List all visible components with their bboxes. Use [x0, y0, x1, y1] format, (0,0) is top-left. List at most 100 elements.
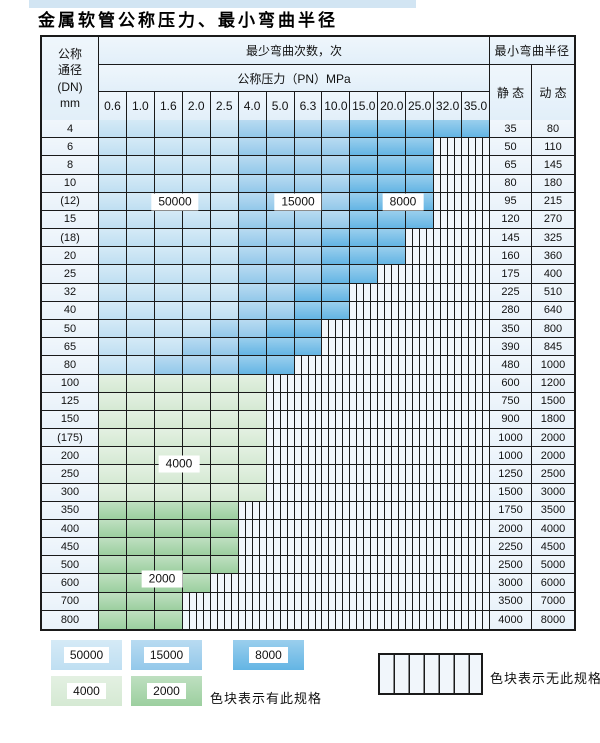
cell-spec — [99, 192, 127, 211]
cell-spec — [210, 265, 239, 284]
cell-no-spec — [350, 519, 379, 539]
legend-no-spec-swatch — [378, 653, 483, 695]
cell-spec — [266, 210, 295, 230]
cell-dn: 500 — [42, 556, 99, 575]
cell-spec — [126, 210, 155, 230]
cell-spec — [154, 374, 183, 393]
cell-spec — [99, 410, 127, 430]
cell-dynamic: 800 — [532, 319, 574, 339]
cell-dynamic: 145 — [532, 156, 574, 175]
cell-spec — [154, 556, 183, 575]
cell-no-spec — [434, 429, 463, 448]
header-dynamic: 动 态 — [532, 65, 574, 120]
pressure-col-header: 5.0 — [266, 92, 295, 120]
cell-dynamic: 325 — [532, 229, 574, 248]
table-row: (175) 1000 2000 — [42, 429, 574, 448]
cell-spec — [154, 610, 183, 629]
cell-spec — [182, 138, 211, 157]
cell-static: 225 — [490, 283, 532, 302]
cell-no-spec — [322, 519, 351, 539]
cell-no-spec — [294, 501, 323, 520]
cell-dn: 200 — [42, 447, 99, 466]
cell-dn: 80 — [42, 356, 99, 375]
cell-spec — [126, 156, 155, 175]
cell-spec — [99, 374, 127, 393]
pressure-col-header: 2.5 — [210, 92, 239, 120]
pressure-col-header: 2.0 — [182, 92, 211, 120]
cell-dn: 20 — [42, 247, 99, 266]
cell-static: 1000 — [490, 429, 532, 448]
cell-no-spec — [294, 519, 323, 539]
cell-spec — [294, 138, 323, 157]
cell-static: 280 — [490, 301, 532, 320]
cell-static: 160 — [490, 247, 532, 266]
cell-spec — [182, 519, 211, 539]
cell-static: 3000 — [490, 574, 532, 593]
cell-dynamic: 4000 — [532, 519, 574, 539]
cell-spec — [210, 447, 239, 466]
cell-spec — [210, 338, 239, 357]
cell-spec — [154, 156, 183, 175]
cell-spec — [238, 319, 267, 339]
cell-spec — [378, 229, 407, 248]
cell-spec — [294, 283, 323, 302]
cell-spec — [350, 229, 379, 248]
table-row: 600 3000 6000 — [42, 574, 574, 593]
cell-spec — [126, 174, 155, 193]
cell-spec — [350, 138, 379, 157]
cell-static: 350 — [490, 319, 532, 339]
cell-no-spec — [378, 410, 407, 430]
cell-spec — [322, 210, 351, 230]
cell-no-spec — [434, 574, 463, 593]
cell-spec — [154, 410, 183, 430]
cell-no-spec — [462, 356, 490, 375]
cell-no-spec — [378, 610, 407, 629]
cell-no-spec — [350, 592, 379, 611]
cell-no-spec — [462, 174, 490, 193]
cell-no-spec — [322, 592, 351, 611]
cell-spec — [266, 229, 295, 248]
cell-no-spec — [378, 319, 407, 339]
cell-spec — [126, 283, 155, 302]
cell-dn: 4 — [42, 120, 99, 139]
cell-no-spec — [350, 429, 379, 448]
table-row: 4 35 80 — [42, 120, 574, 139]
header-dn-line: 通径 — [57, 63, 82, 78]
cell-dn: 700 — [42, 592, 99, 611]
cell-dynamic: 80 — [532, 120, 574, 139]
cell-no-spec — [462, 465, 490, 484]
cell-dn: 32 — [42, 283, 99, 302]
cell-no-spec — [378, 392, 407, 411]
cell-no-spec — [462, 501, 490, 520]
cell-no-spec — [266, 610, 295, 629]
cell-no-spec — [434, 610, 463, 629]
cell-spec — [154, 319, 183, 339]
cell-spec — [182, 429, 211, 448]
cell-dynamic: 8000 — [532, 610, 574, 629]
cell-no-spec — [322, 501, 351, 520]
cell-spec — [322, 156, 351, 175]
cell-spec — [238, 174, 267, 193]
legend-has-spec-text: 色块表示有此规格 — [210, 691, 323, 706]
cell-static: 1000 — [490, 447, 532, 466]
cell-spec — [126, 556, 155, 575]
cell-no-spec — [406, 229, 435, 248]
cell-spec — [99, 592, 127, 611]
cell-spec — [238, 156, 267, 175]
cell-spec — [210, 120, 239, 139]
cell-dynamic: 400 — [532, 265, 574, 284]
cell-dn: 150 — [42, 410, 99, 430]
cell-no-spec — [406, 410, 435, 430]
cell-no-spec — [434, 283, 463, 302]
pressure-col-header: 10.0 — [322, 92, 351, 120]
cell-no-spec — [462, 410, 490, 430]
cell-spec — [99, 301, 127, 320]
cell-spec — [154, 483, 183, 502]
cell-spec — [182, 392, 211, 411]
cell-dynamic: 3000 — [532, 483, 574, 502]
cell-spec — [266, 338, 295, 357]
cell-no-spec — [350, 483, 379, 502]
cell-spec — [294, 247, 323, 266]
cell-no-spec — [266, 410, 295, 430]
cell-no-spec — [434, 210, 463, 230]
